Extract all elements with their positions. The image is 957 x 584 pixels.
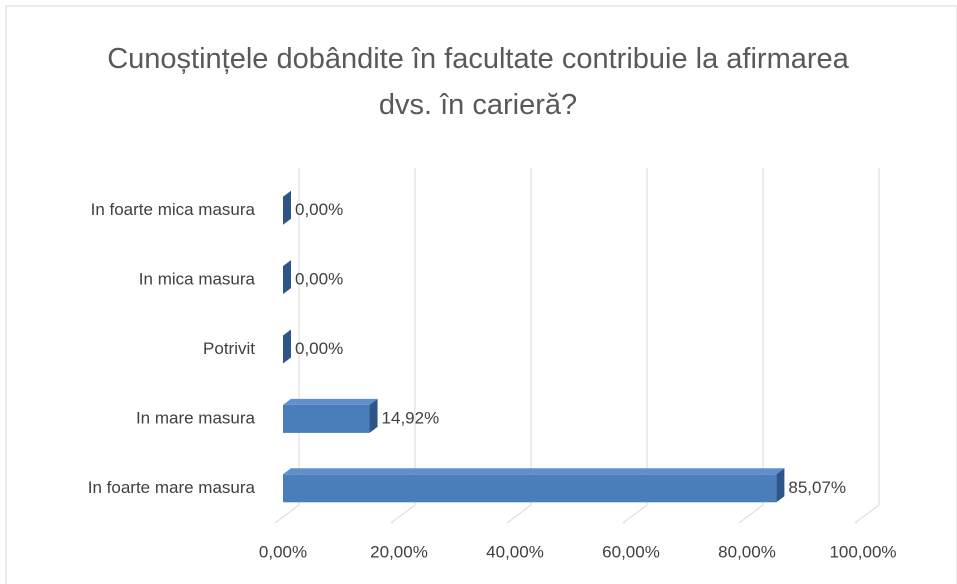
- x-tick-label: 80,00%: [718, 542, 776, 561]
- data-label: 85,07%: [788, 478, 846, 497]
- data-label: 0,00%: [295, 339, 343, 358]
- x-tick-label: 0,00%: [259, 542, 307, 561]
- grid-line: [854, 168, 880, 524]
- x-tick-label: 40,00%: [486, 542, 544, 561]
- bar: [283, 404, 370, 433]
- grid-line: [738, 168, 764, 524]
- data-label: 14,92%: [382, 408, 440, 427]
- bar-side: [776, 468, 785, 503]
- y-tick-label: In mica masura: [139, 270, 256, 289]
- y-tick-label: Potrivit: [203, 339, 255, 358]
- y-tick-label: In foarte mare masura: [88, 478, 256, 497]
- grid-line: [390, 168, 416, 524]
- y-tick-label: In foarte mica masura: [91, 200, 256, 219]
- grid-line: [506, 168, 532, 524]
- bar-side: [283, 260, 291, 295]
- x-tick-label: 20,00%: [370, 542, 428, 561]
- bar-side: [283, 190, 291, 225]
- data-label: 0,00%: [295, 270, 343, 289]
- bar: [283, 474, 777, 503]
- bar-top: [283, 398, 378, 405]
- x-tick-label: 60,00%: [602, 542, 660, 561]
- chart-border: [5, 5, 957, 584]
- grid-line: [622, 168, 648, 524]
- chart-title: Cunoștințele dobândite în facultate cont…: [107, 43, 849, 121]
- bar-side: [283, 329, 291, 364]
- y-tick-label: In mare masura: [136, 408, 256, 427]
- data-label: 0,00%: [295, 200, 343, 219]
- x-tick-label: 100,00%: [829, 542, 896, 561]
- bar-side: [369, 398, 378, 433]
- grid-line: [274, 168, 300, 524]
- bar-top: [283, 468, 785, 475]
